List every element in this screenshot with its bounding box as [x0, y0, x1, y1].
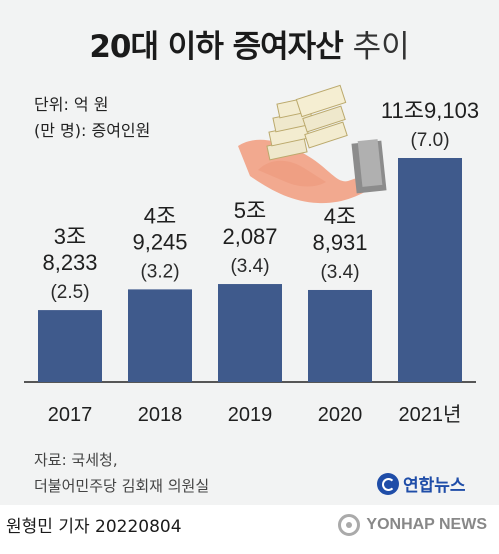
people-label: (3.4) [230, 256, 269, 277]
x-tick-label: 2021년 [399, 403, 462, 426]
value-label: 5조 [234, 198, 266, 223]
unit-line: 단위: 억 원 [34, 95, 109, 114]
author-credit: 원형민 기자 20220804 [6, 517, 182, 537]
value-label: 9,245 [132, 229, 187, 254]
bar [398, 158, 462, 382]
people-label: (3.2) [140, 261, 179, 282]
people-label: (7.0) [410, 130, 449, 151]
unit-legend: 단위: 억 원 (만 명): 증여인원 [34, 92, 150, 144]
value-label: 8,233 [42, 250, 97, 275]
value-label: 11조9,103 [381, 98, 479, 123]
value-label: 2,087 [222, 224, 277, 249]
bar [308, 289, 372, 382]
hand-holding-money-icon [238, 84, 387, 204]
bar [218, 284, 282, 382]
x-tick-label: 2018 [138, 404, 183, 426]
bar [128, 289, 192, 382]
chart-title: 20대 이하 증여자산 추이 [0, 28, 499, 66]
bar-chart: (2.5)8,2333조(3.2)9,2454조(3.4)2,0875조(3.4… [24, 84, 479, 426]
people-label: (2.5) [50, 282, 89, 303]
x-tick-label: 2017 [48, 404, 93, 426]
yonhap-logo-icon [377, 472, 399, 495]
bars-group [38, 158, 462, 382]
title-suffix: 추이 [352, 29, 410, 65]
brand-name: 연합뉴스 [403, 476, 466, 496]
source-line-1: 자료: 국세청, [34, 451, 118, 469]
people-unit-line: (만 명): 증여인원 [34, 121, 151, 140]
value-label: 8,931 [312, 230, 367, 255]
x-tick-label: 2019 [228, 404, 273, 426]
title-main: 20대 이하 증여자산 [89, 29, 343, 65]
agency-name: YONHAP NEWS [366, 516, 487, 533]
agency-watermark: YONHAP NEWS [338, 514, 487, 536]
value-label: 3조 [54, 224, 86, 249]
value-labels-group: (2.5)8,2333조(3.2)9,2454조(3.4)2,0875조(3.4… [42, 98, 479, 303]
bar [38, 310, 102, 382]
value-label: 4조 [324, 204, 356, 229]
x-tick-labels-group: 2017 2018 2019 2020 2021년 [48, 403, 462, 426]
value-label: 4조 [144, 203, 176, 228]
x-tick-label: 2020 [318, 404, 363, 426]
people-label: (3.4) [320, 262, 359, 283]
yonhap-logo: 연합뉴스 [377, 471, 466, 496]
yonhap-watermark-icon [338, 514, 361, 536]
source-note: 자료: 국세청, 더불어민주당 김회재 의원실 [34, 447, 209, 499]
source-line-2: 더불어민주당 김회재 의원실 [34, 477, 210, 495]
